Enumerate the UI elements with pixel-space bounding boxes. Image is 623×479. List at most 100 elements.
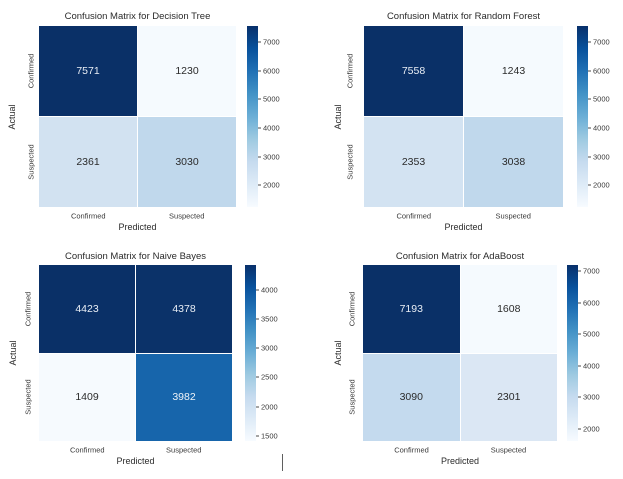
heatmap-grid: 7571 1230 2361 3030	[39, 26, 236, 207]
colorbar: 7000 6000 5000 4000 3000 2000	[247, 26, 280, 207]
y-tick-label: Suspected	[23, 379, 33, 415]
tick-mark	[256, 406, 259, 407]
colorbar-tick-label: 3000	[263, 152, 280, 161]
x-tick-label: Suspected	[166, 445, 202, 455]
tick-mark	[588, 156, 591, 158]
tick-mark	[258, 184, 261, 186]
colorbar: 4000 3500 3000 2500 2000 1500	[245, 265, 278, 441]
tick-mark	[256, 435, 259, 437]
colorbar-tick-label: 3000	[593, 152, 610, 162]
tick-mark	[578, 302, 581, 304]
y-tick-label: Confirmed	[347, 291, 357, 327]
tick-mark	[588, 41, 591, 43]
tick-mark	[588, 127, 591, 129]
x-tick-label: Confirmed	[394, 445, 429, 455]
heatmap-cell: 1608	[460, 265, 557, 353]
heatmap-cell: 3090	[363, 353, 460, 441]
colorbar-tick-label: 6000	[593, 66, 610, 76]
x-tick-label: Confirmed	[69, 445, 105, 455]
y-tick-label: Suspected	[347, 379, 357, 415]
colorbar-tick-label: 2000	[593, 180, 610, 190]
colorbar-tick-label: 3000	[261, 343, 278, 353]
subplot-decision-tree: Confusion Matrix for Decision Tree Actua…	[0, 0, 311, 240]
heatmap-cell: 2353	[364, 117, 463, 207]
y-tick-label: Confirmed	[23, 291, 33, 327]
y-axis-label: Actual	[8, 340, 18, 366]
tick-mark	[578, 365, 581, 367]
colorbar-tick-label: 4000	[263, 123, 280, 133]
colorbar-tick-label: 3500	[261, 314, 278, 324]
x-axis-label: Predicted	[118, 222, 157, 232]
tick-mark	[578, 333, 581, 335]
colorbar-tick-label: 7000	[593, 37, 610, 47]
heatmap-cell: 1409	[39, 353, 135, 441]
y-axis-label: Actual	[333, 340, 343, 366]
cell-value: 2353	[401, 156, 426, 168]
heatmap-cell: 2361	[39, 117, 137, 207]
heatmap-grid: 7558 1243 2353 3038	[364, 26, 563, 207]
heatmap-cell: 7571	[39, 26, 137, 116]
chart-title: Confusion Matrix for AdaBoost	[395, 251, 525, 262]
cell-value: 2361	[76, 156, 100, 168]
cell-value: 4423	[75, 302, 99, 315]
colorbar-tick-label: 6000	[583, 298, 600, 308]
colorbar-tick-label: 1500	[261, 431, 278, 441]
heatmap-cell: 4423	[39, 265, 135, 353]
chart-title: Confusion Matrix for Naive Bayes	[65, 251, 206, 262]
colorbar-tick-label: 4000	[583, 361, 600, 371]
colorbar-tick-label: 5000	[593, 94, 610, 104]
cell-value: 7558	[401, 65, 426, 77]
y-tick-label: Suspected	[345, 144, 355, 180]
colorbar: 7000 6000 5000 4000 3000 2000	[577, 26, 610, 207]
text-cursor-artifact	[282, 454, 283, 471]
tick-mark	[258, 70, 261, 72]
colorbar-tick-label: 2000	[263, 180, 280, 190]
cell-value: 3982	[172, 391, 196, 404]
y-tick-label: Confirmed	[345, 53, 355, 89]
tick-mark	[256, 318, 259, 320]
chart-title: Confusion Matrix for Random Forest	[386, 11, 541, 22]
colorbar-tick-label: 4000	[261, 285, 278, 295]
heatmap-grid: 7193 1608 3090 2301	[363, 265, 557, 441]
colorbar-tick-label: 7000	[263, 37, 280, 47]
cell-value: 7571	[76, 65, 100, 77]
cell-value: 2301	[497, 391, 521, 404]
tick-mark	[588, 184, 591, 186]
subplot-adaboost: Confusion Matrix for AdaBoost Actual Con…	[311, 240, 622, 479]
colorbar-gradient	[567, 265, 578, 441]
tick-mark	[256, 347, 259, 349]
cell-value: 1608	[497, 302, 521, 315]
colorbar-gradient	[245, 265, 256, 441]
x-axis-label: Predicted	[116, 456, 155, 466]
x-tick-label: Suspected	[490, 445, 527, 455]
tick-mark	[578, 428, 581, 430]
colorbar-tick-label: 5000	[263, 94, 280, 104]
tick-mark	[256, 376, 259, 378]
colorbar-tick-label: 2000	[261, 402, 278, 411]
tick-mark	[256, 289, 259, 291]
colorbar-tick-label: 6000	[263, 66, 280, 76]
heatmap-cell: 4378	[136, 265, 232, 353]
heatmap-grid: 4423 4378 1409 3982	[39, 265, 232, 441]
tick-mark	[258, 41, 261, 43]
heatmap-cell: 3030	[138, 117, 236, 207]
heatmap-cell: 2301	[460, 353, 557, 441]
x-axis-label: Predicted	[444, 222, 483, 232]
x-tick-label: Suspected	[495, 211, 531, 221]
x-tick-label: Confirmed	[396, 211, 432, 221]
x-tick-label: Confirmed	[70, 211, 106, 221]
cell-value: 4378	[172, 302, 196, 315]
tick-mark	[258, 127, 261, 129]
cell-value: 3090	[399, 391, 423, 404]
colorbar: 7000 6000 5000 4000 3000 2000	[567, 265, 600, 441]
heatmap-cell: 3038	[464, 117, 563, 207]
colorbar-gradient	[577, 26, 588, 207]
cell-value: 7193	[399, 302, 423, 315]
tick-mark	[258, 156, 261, 157]
heatmap-cell: 1243	[464, 26, 563, 116]
cell-value: 1230	[175, 65, 199, 77]
x-tick-label: Suspected	[169, 211, 205, 221]
tick-mark	[588, 98, 591, 100]
subplot-random-forest: Confusion Matrix for Random Forest Actua…	[311, 0, 622, 240]
heatmap-cell: 7558	[364, 26, 463, 116]
